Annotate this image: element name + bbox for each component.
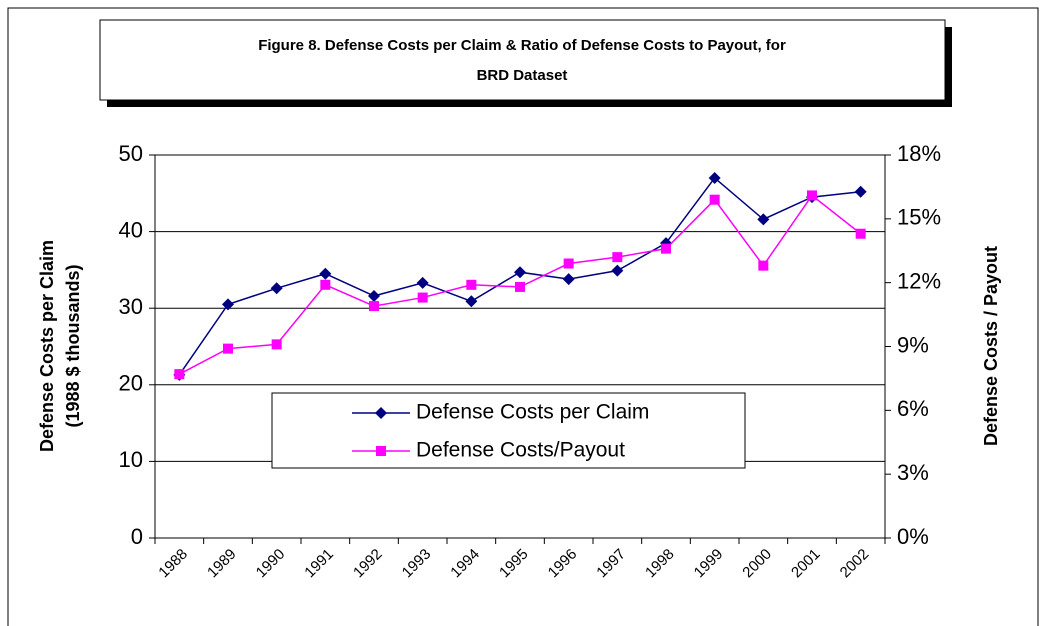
point	[271, 339, 282, 350]
point	[174, 369, 185, 380]
y2-tick-label: 15%	[897, 205, 941, 230]
point	[855, 228, 866, 239]
y-tick-label: 0	[131, 524, 143, 549]
point	[417, 292, 428, 303]
chart-title: BRD Dataset	[477, 67, 568, 84]
point	[515, 281, 525, 292]
point	[612, 252, 623, 263]
legend-label: Defense Costs/Payout	[416, 439, 625, 462]
y-axis-title: Defense Costs per Claim	[37, 240, 57, 452]
title-box	[99, 19, 946, 101]
y-tick-label: 40	[119, 217, 143, 242]
point	[369, 301, 379, 312]
point	[709, 194, 720, 205]
y2-axis-title: Defense Costs / Payout	[981, 246, 1001, 446]
point	[375, 407, 387, 419]
chart-title: Figure 8. Defense Costs per Claim & Rati…	[258, 37, 786, 54]
point	[223, 343, 233, 354]
y-tick-label: 10	[119, 447, 143, 472]
y-tick-label: 50	[119, 141, 143, 166]
y-tick-label: 20	[119, 371, 143, 396]
point	[708, 171, 721, 184]
point	[563, 258, 574, 269]
y-axis-title: (1988 $ thousands)	[63, 264, 83, 427]
point	[562, 273, 575, 286]
point	[320, 279, 331, 290]
y-tick-label: 30	[119, 294, 143, 319]
y2-tick-label: 3%	[897, 460, 929, 485]
point	[368, 289, 380, 302]
point	[807, 190, 817, 201]
point	[514, 266, 526, 279]
y2-tick-label: 9%	[897, 332, 929, 357]
point	[758, 260, 769, 271]
point	[222, 298, 234, 311]
legend-box	[271, 392, 746, 469]
point	[854, 185, 867, 198]
legend-label: Defense Costs per Claim	[416, 401, 649, 424]
y2-tick-label: 12%	[897, 268, 941, 293]
point	[376, 446, 386, 456]
point	[465, 295, 478, 308]
point	[319, 267, 332, 280]
point	[466, 279, 477, 290]
y2-tick-label: 0%	[897, 524, 929, 549]
point	[611, 264, 624, 277]
y2-tick-label: 18%	[897, 141, 941, 166]
point	[757, 213, 770, 226]
point	[270, 282, 283, 295]
chart-frame	[7, 7, 1039, 626]
point	[416, 276, 429, 289]
y2-tick-label: 6%	[897, 396, 929, 421]
point	[661, 243, 671, 254]
